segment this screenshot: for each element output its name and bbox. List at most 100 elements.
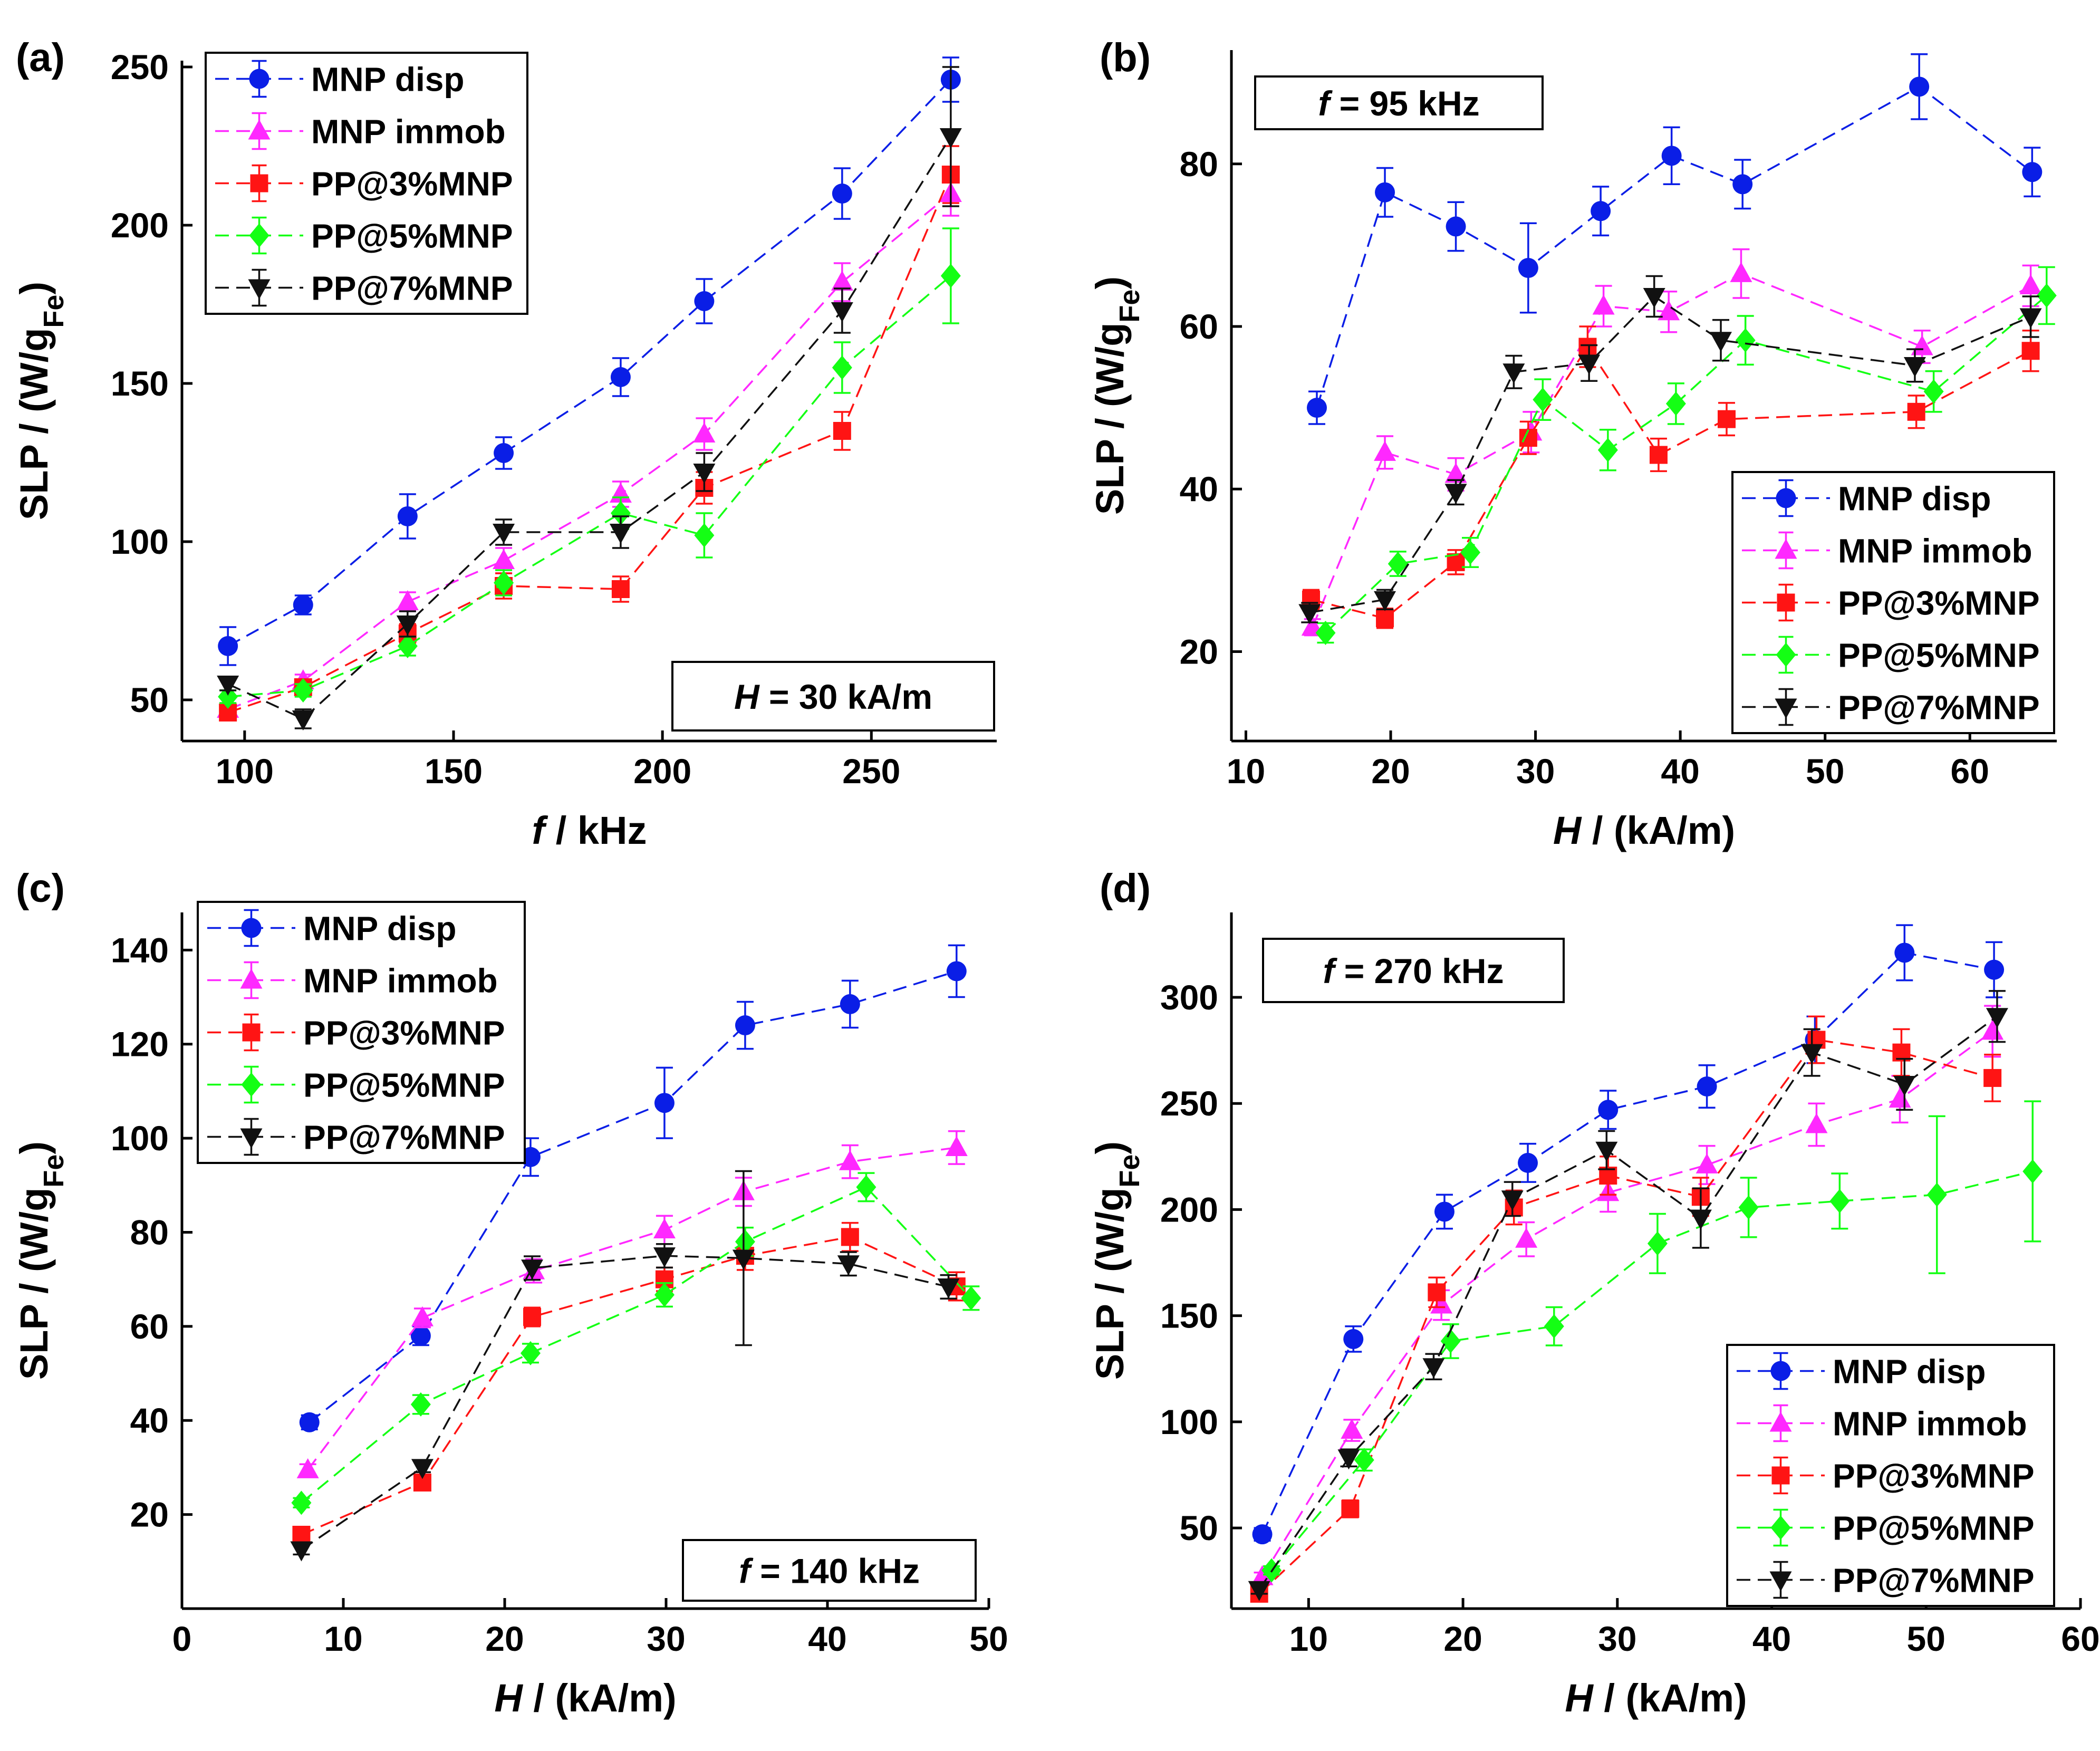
legend-label: PP@7%MNP [1833, 1562, 2035, 1600]
data-point [1375, 182, 1395, 203]
data-point [1341, 1499, 1360, 1518]
legend-item-mnp-disp: MNP disp [215, 60, 464, 99]
panel-a-chart: (a) 100 150 200 250 50 100 150 200 250 f / kHz SLP … [12, 35, 997, 852]
data-point [523, 1308, 542, 1326]
legend-item-mnp-immob: MNP immob [1742, 531, 2032, 570]
legend-label: PP@5%MNP [1833, 1509, 2035, 1547]
data-point [1440, 1329, 1461, 1353]
y-tick-label: 100 [111, 1119, 169, 1158]
series-pp-7-mnp [1298, 275, 2042, 624]
data-point [840, 994, 860, 1014]
y-axis-title: SLP / (W/gFe) [1088, 1141, 1145, 1380]
legend-label: MNP disp [1838, 480, 1991, 518]
legend-label: PP@7%MNP [1838, 689, 2040, 727]
legend-label: PP@3%MNP [1838, 584, 2040, 622]
data-point [1909, 76, 1930, 97]
data-point [2021, 342, 2040, 360]
legend-marker [250, 174, 268, 193]
legend-item-mnp-immob: MNP immob [215, 112, 506, 151]
series-pp-5-mnp [1261, 1100, 2043, 1583]
data-point [856, 1175, 876, 1199]
panel-label-a: (a) [16, 35, 65, 80]
x-tick-label: 20 [1371, 752, 1410, 791]
legend-item-pp-7-mnp: PP@7%MNP [215, 268, 513, 307]
data-point [735, 1229, 755, 1254]
data-point [1444, 484, 1467, 504]
y-tick-label: 50 [1180, 1508, 1218, 1547]
legend-marker [1776, 642, 1796, 667]
data-point [218, 636, 238, 656]
legend-item-pp-3-mnp: PP@3%MNP [1742, 583, 2040, 622]
data-point [1738, 1195, 1759, 1220]
legend-item-pp-5-mnp: PP@5%MNP [207, 1065, 505, 1104]
series-line-pp-3-mnp [227, 174, 952, 714]
data-point [1251, 1565, 1274, 1585]
data-point [693, 464, 716, 484]
data-point [832, 355, 852, 380]
data-point [293, 678, 313, 703]
legend-marker [240, 1128, 263, 1149]
legend-item-pp-3-mnp: PP@3%MNP [215, 164, 513, 203]
data-point [1829, 1189, 1850, 1214]
data-point [1718, 410, 1736, 428]
data-point [1894, 942, 1915, 963]
data-point [520, 1341, 541, 1365]
data-point [2019, 274, 2042, 294]
data-point [1710, 332, 1732, 352]
y-tick-label: 80 [1180, 145, 1218, 184]
x-tick-label: 30 [647, 1619, 685, 1658]
panel-label-d: (d) [1100, 866, 1151, 911]
legend-item-mnp-disp: MNP disp [1737, 1352, 1986, 1391]
x-tick-label: 10 [1289, 1619, 1328, 1658]
legend-marker [1775, 698, 1797, 719]
y-tick-label: 80 [130, 1213, 169, 1252]
data-point [1578, 354, 1601, 375]
x-axis-title: f / kHz [532, 809, 647, 852]
y-tick-label: 140 [111, 930, 169, 969]
data-point [494, 443, 514, 463]
data-point [2022, 162, 2043, 182]
panel-d-chart: (d) 10 20 30 40 50 60 50 100 150 200 250 300 H / (kA/… [1088, 866, 2100, 1720]
data-point [831, 302, 853, 322]
legend-marker [240, 968, 263, 989]
condition-box: f = 270 kHz [1262, 938, 1565, 1003]
data-point [493, 549, 515, 569]
data-point [296, 1458, 319, 1478]
legend-item-pp-7-mnp: PP@7%MNP [207, 1118, 505, 1157]
legend-label: PP@7%MNP [311, 270, 513, 307]
legend-marker [1769, 1411, 1792, 1432]
data-point [292, 710, 314, 730]
condition-label: f = 95 kHz [1318, 84, 1479, 123]
data-point [1893, 1075, 1916, 1096]
data-point [1298, 604, 1321, 624]
x-tick-label: 50 [969, 1619, 1008, 1658]
series-mnp-disp [218, 56, 961, 666]
legend-marker [242, 1023, 261, 1042]
data-point [1598, 1100, 1619, 1120]
legend-item-pp-3-mnp: PP@3%MNP [1737, 1456, 2035, 1495]
x-tick-label: 30 [1598, 1619, 1636, 1658]
data-point [1697, 1076, 1717, 1096]
data-point [1597, 438, 1618, 463]
legend: MNP disp MNP immob PP@3%MNP PP@5%MNP PP@7%MN… [1726, 1344, 2055, 1607]
y-tick-label: 250 [111, 47, 169, 86]
legend-label: PP@3%MNP [1833, 1457, 2035, 1495]
legend-item-pp-7-mnp: PP@7%MNP [1737, 1561, 2035, 1600]
data-point [1805, 1113, 1828, 1133]
data-point [521, 1259, 544, 1280]
data-point [961, 1286, 981, 1311]
legend-marker [1777, 593, 1795, 612]
data-point [1595, 1141, 1618, 1162]
data-point [1732, 174, 1753, 195]
data-point [610, 367, 631, 387]
data-point [293, 595, 313, 615]
x-tick-label: 10 [1227, 752, 1265, 791]
data-point [1661, 146, 1682, 166]
x-axis-title: H / (kA/m) [494, 1676, 676, 1720]
legend-label: MNP disp [311, 61, 464, 99]
data-point [1533, 387, 1553, 412]
data-point [2036, 283, 2057, 308]
legend-marker [1775, 538, 1797, 559]
series-line-mnp-immob [227, 193, 951, 710]
data-point [1984, 959, 2005, 980]
